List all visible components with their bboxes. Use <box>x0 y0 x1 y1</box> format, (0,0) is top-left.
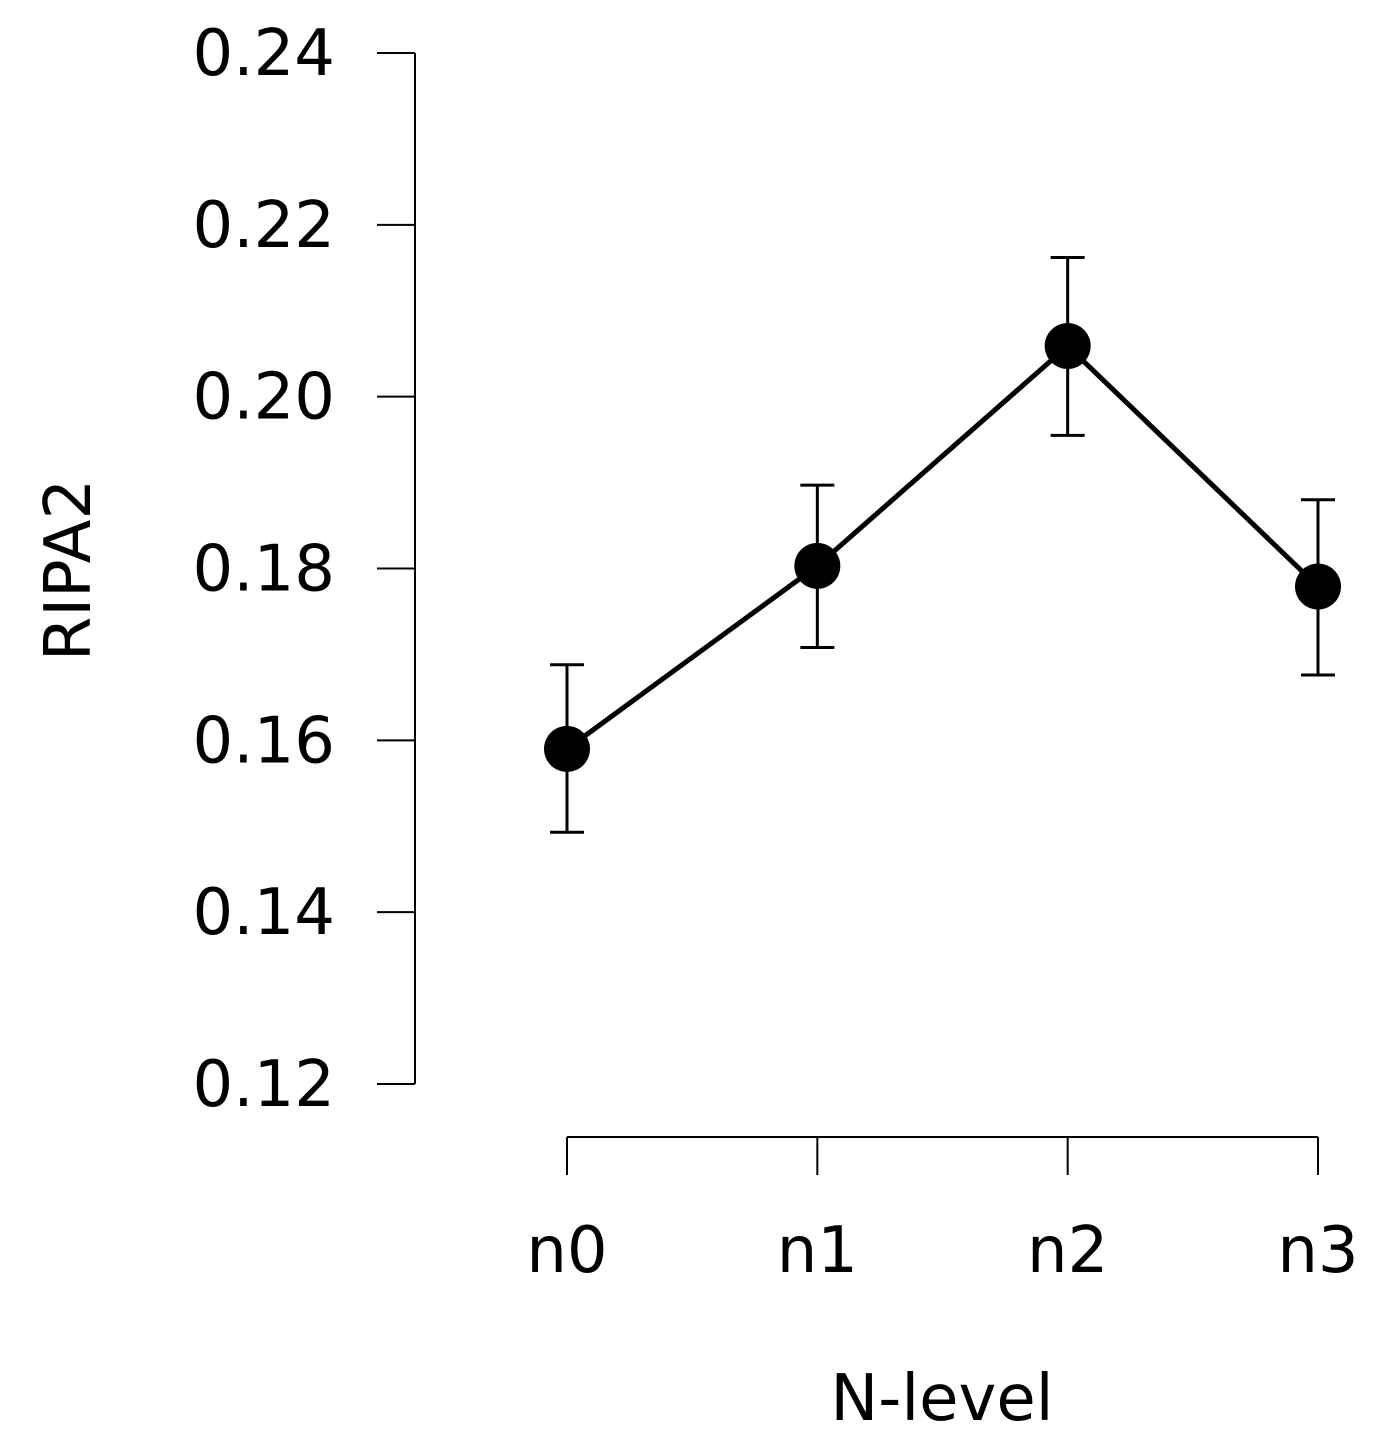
y-tick-label: 0.18 <box>193 533 336 607</box>
data-point <box>794 542 841 589</box>
y-axis: 0.12 0.14 0.16 0.18 0.20 0.22 0.24 <box>193 17 416 1122</box>
data-point <box>1044 322 1091 369</box>
y-tick-label: 0.14 <box>193 876 336 950</box>
plot-area <box>544 255 1341 834</box>
data-point <box>1295 563 1341 610</box>
y-tick-label: 0.22 <box>193 189 336 263</box>
y-tick-label: 0.16 <box>193 704 336 778</box>
y-tick-label: 0.24 <box>193 17 336 91</box>
series-line <box>565 342 1320 751</box>
x-tick-label: n2 <box>1027 1214 1108 1288</box>
x-tick-label: n3 <box>1277 1214 1358 1288</box>
x-axis: n0 n1 n2 n3 <box>526 1136 1359 1288</box>
x-axis-title: N-level <box>830 1362 1053 1436</box>
y-axis-title: RIPA2 <box>32 479 106 661</box>
data-point <box>544 725 590 772</box>
y-tick-label: 0.20 <box>193 361 336 435</box>
y-tick-label: 0.12 <box>193 1048 336 1122</box>
x-tick-label: n0 <box>526 1214 607 1288</box>
x-tick-label: n1 <box>777 1214 858 1288</box>
